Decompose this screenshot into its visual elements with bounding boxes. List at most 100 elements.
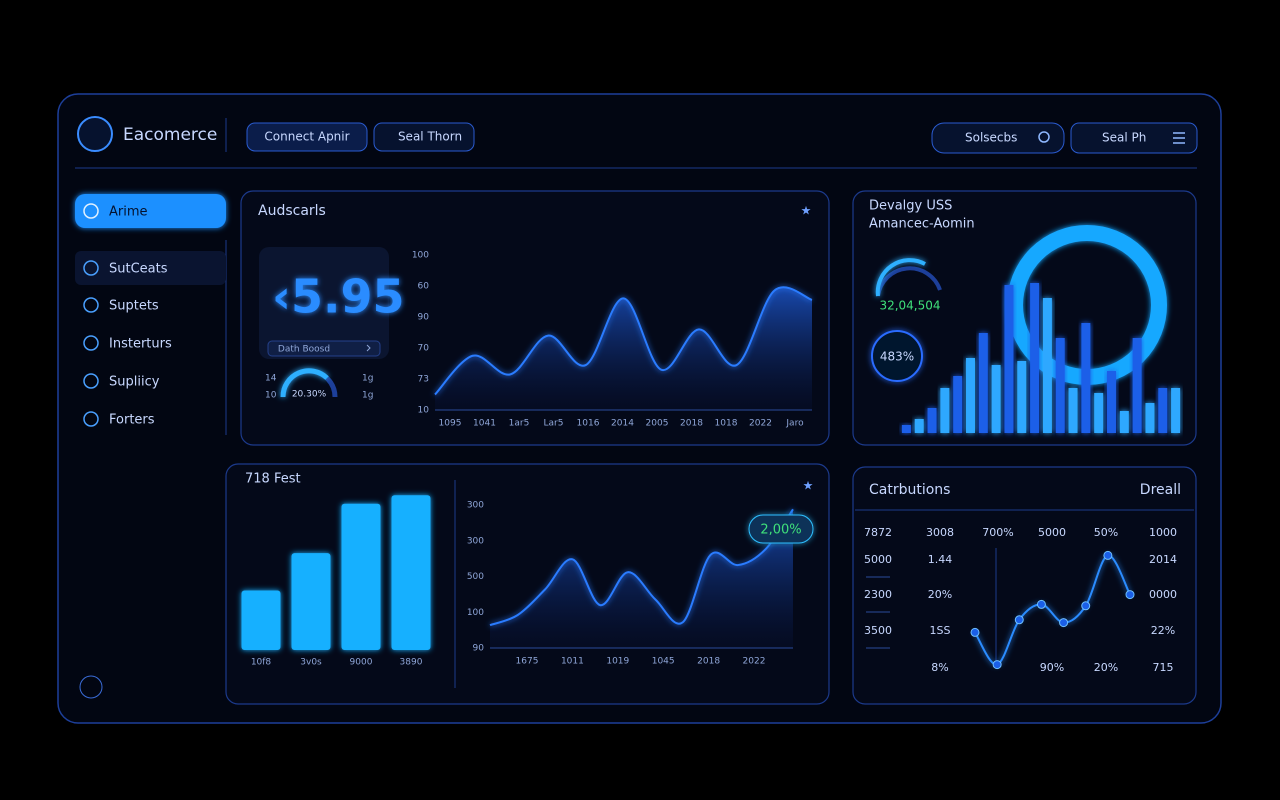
y-tick-label: 100 bbox=[467, 608, 484, 618]
point bbox=[992, 660, 1002, 670]
x-tick-label: 1095 bbox=[439, 419, 462, 429]
nav-icon[interactable] bbox=[83, 335, 99, 351]
x-tick-label: 1045 bbox=[652, 657, 675, 667]
x-tick-label: 2014 bbox=[611, 419, 634, 429]
table-cell: 0000 bbox=[1149, 588, 1177, 601]
x-tick-label: Lar5 bbox=[544, 419, 564, 429]
x-tick-label: 1675 bbox=[516, 657, 539, 667]
table-cell: 1.44 bbox=[928, 553, 953, 566]
button-label[interactable]: Seal Thorn bbox=[398, 130, 462, 144]
x-tick-label: 3v0s bbox=[300, 658, 322, 668]
nav-icon[interactable] bbox=[83, 373, 99, 389]
button[interactable] bbox=[246, 122, 368, 152]
point bbox=[1059, 618, 1069, 628]
table-cell: 90% bbox=[1040, 661, 1064, 674]
table-cell: 1000 bbox=[1149, 526, 1177, 539]
gauge-label: 14 bbox=[265, 374, 277, 384]
nav-icon[interactable] bbox=[83, 297, 99, 313]
button-label[interactable]: Connect Apnir bbox=[264, 130, 349, 144]
bar bbox=[927, 408, 937, 433]
kpi-value: ‹5.95 bbox=[272, 270, 404, 324]
point bbox=[1125, 590, 1135, 600]
table-cell: 715 bbox=[1153, 661, 1174, 674]
bar bbox=[1132, 338, 1142, 433]
gauge-fill bbox=[875, 258, 926, 297]
nav-label[interactable]: Suptets bbox=[109, 299, 159, 314]
kpi-box bbox=[259, 247, 389, 359]
menu-label[interactable]: Seal Ph bbox=[1102, 131, 1146, 145]
chevron bbox=[366, 344, 371, 352]
nav-icon[interactable] bbox=[83, 203, 99, 219]
table-cell: 5000 bbox=[1038, 526, 1066, 539]
x-tick-label: Jaro bbox=[785, 419, 804, 429]
table-cell: 700% bbox=[982, 526, 1013, 539]
search-box[interactable] bbox=[931, 122, 1065, 154]
nav-label[interactable]: SutCeats bbox=[109, 262, 168, 277]
point bbox=[1014, 615, 1024, 625]
bar bbox=[1094, 393, 1104, 433]
x-tick-label: 2022 bbox=[749, 419, 772, 429]
point bbox=[1036, 599, 1046, 609]
bar bbox=[1017, 361, 1027, 433]
x-tick-label: 1016 bbox=[577, 419, 600, 429]
y-tick-label: 73 bbox=[418, 375, 429, 385]
bar bbox=[1171, 388, 1181, 433]
y-tick-label: 10 bbox=[418, 406, 430, 416]
bar bbox=[291, 553, 331, 650]
bar bbox=[966, 358, 975, 433]
nav-icon[interactable] bbox=[83, 260, 99, 276]
stat-circle bbox=[871, 330, 923, 382]
nav-hover[interactable] bbox=[75, 251, 226, 285]
nav-icon[interactable] bbox=[83, 411, 99, 427]
star-icon[interactable]: ★ bbox=[803, 479, 814, 493]
bar bbox=[1081, 323, 1091, 433]
bar bbox=[1030, 283, 1040, 433]
menu-icon[interactable] bbox=[1173, 132, 1185, 144]
gauge-value: 32,04,504 bbox=[879, 299, 940, 313]
table-cell: 3500 bbox=[864, 624, 892, 637]
nav-active[interactable] bbox=[75, 194, 226, 228]
gauge-label: 10 bbox=[265, 391, 277, 401]
nav-label[interactable]: Supliicy bbox=[109, 375, 160, 390]
y-tick-label: 300 bbox=[467, 536, 484, 546]
bar bbox=[241, 590, 281, 650]
settings-icon[interactable] bbox=[79, 675, 103, 699]
brand: Eacomerce bbox=[123, 125, 217, 145]
bar bbox=[1107, 371, 1116, 433]
area-line bbox=[434, 286, 813, 396]
nav-label[interactable]: Insterturs bbox=[109, 337, 172, 352]
nav-label[interactable]: Forters bbox=[109, 413, 155, 428]
gauge-label: 1g bbox=[362, 374, 373, 384]
x-tick-label: 10f8 bbox=[251, 658, 272, 668]
bar bbox=[1068, 388, 1078, 433]
panel-action[interactable]: Dreall bbox=[1140, 482, 1181, 498]
table-cell: 20% bbox=[928, 588, 952, 601]
area-fill bbox=[490, 509, 793, 648]
button[interactable] bbox=[373, 122, 475, 152]
star-icon[interactable]: ★ bbox=[801, 204, 812, 218]
bar bbox=[914, 419, 924, 433]
bar bbox=[953, 376, 963, 433]
badge-label: 2,00% bbox=[760, 523, 801, 538]
bar bbox=[901, 425, 911, 433]
search-icon[interactable] bbox=[1038, 131, 1050, 143]
nav-label[interactable]: Arime bbox=[109, 205, 148, 220]
x-tick-label: 1011 bbox=[561, 657, 584, 667]
brand-icon bbox=[77, 116, 113, 152]
panel-title: Catrbutions bbox=[869, 482, 950, 498]
table-cell: 1SS bbox=[930, 624, 951, 637]
badge bbox=[748, 514, 814, 544]
table-cell: 3008 bbox=[926, 526, 954, 539]
table-cell: 20% bbox=[1094, 661, 1118, 674]
search-label[interactable]: Solsecbs bbox=[965, 131, 1017, 145]
y-tick-label: 300 bbox=[467, 501, 484, 511]
panel-title: Devalgy USS bbox=[869, 199, 952, 214]
bar bbox=[341, 503, 381, 650]
point bbox=[1103, 550, 1113, 560]
menu-button[interactable] bbox=[1070, 122, 1198, 154]
y-tick-label: 90 bbox=[418, 313, 430, 323]
table-cell: 8% bbox=[931, 661, 948, 674]
bar bbox=[1119, 411, 1129, 433]
y-tick-label: 100 bbox=[412, 251, 429, 261]
